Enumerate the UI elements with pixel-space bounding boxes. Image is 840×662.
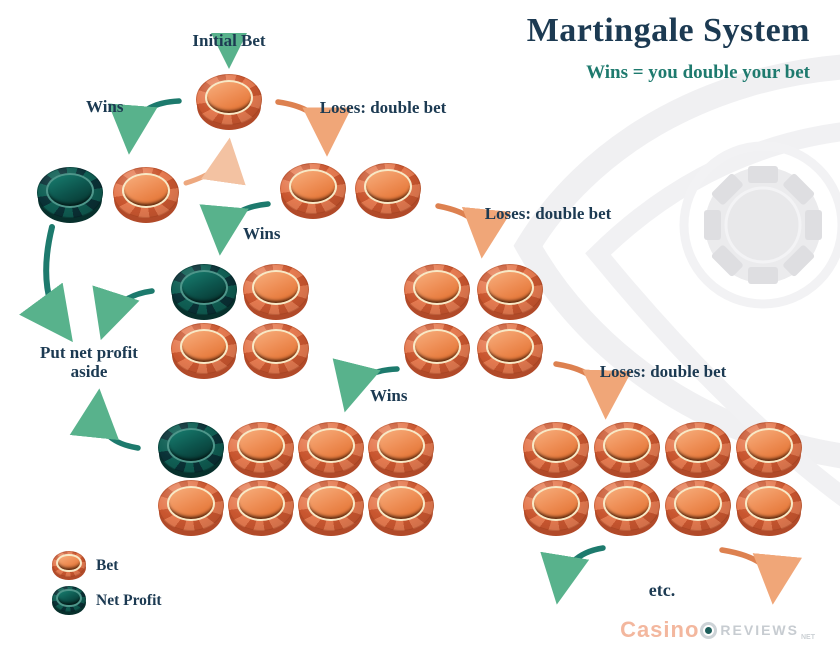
etc-label: etc.: [648, 580, 676, 600]
loses-label-3: Loses: double bet: [599, 362, 727, 381]
page-title: Martingale System: [526, 12, 810, 49]
loses-arrow-3: [553, 361, 632, 420]
bet-chip: [228, 480, 294, 536]
legend-net-profit-chip-icon: [52, 586, 86, 615]
logo-eye-icon: [700, 621, 718, 639]
logo-casino-text: Casino: [620, 617, 700, 642]
bet-chip: [665, 422, 731, 478]
casinoreviews-logo: Casino REVIEWS NET: [620, 617, 815, 643]
chip-row: [171, 264, 309, 320]
chip-row: [404, 323, 543, 379]
loses-label-1: Loses: double bet: [319, 98, 447, 117]
win-1-chip-group: [37, 167, 179, 223]
wins-arrow-3: [332, 358, 400, 413]
gray-chip-icon: [704, 166, 822, 284]
chip-row: [523, 422, 802, 478]
legend-bet-label: Bet: [96, 556, 119, 574]
chip-row: [37, 167, 179, 223]
initial-bet-chip-group: [196, 74, 262, 130]
chip-row: [158, 422, 434, 478]
bet-chip: [477, 323, 543, 379]
bet-chip: [243, 264, 309, 320]
eye-outline-curve: [513, 54, 840, 469]
bet-chip: [243, 323, 309, 379]
page-subtitle: Wins = you double your bet: [586, 62, 810, 83]
bet-chip: [736, 480, 802, 536]
put-net-profit-line1: Put net profit: [40, 343, 138, 362]
bet-chip: [594, 422, 660, 478]
net-profit-chip: [37, 167, 103, 223]
chip-row: [196, 74, 262, 130]
chip-row: [158, 480, 434, 536]
legend-bet-chip-icon: [52, 551, 86, 580]
bet-chip: [52, 551, 86, 580]
chip-row: [404, 264, 543, 320]
net-profit-chip: [171, 264, 237, 320]
bet-chip: [158, 480, 224, 536]
legend-net-profit-label: Net Profit: [96, 591, 162, 609]
bet-chip: [171, 323, 237, 379]
bet-chip: [196, 74, 262, 130]
wins-label-2: Wins: [243, 224, 281, 243]
put-net-profit-line2: aside: [70, 361, 108, 381]
bet-chip: [368, 422, 434, 478]
logo-eye-pupil: [705, 626, 713, 634]
win-return-arrow: [183, 137, 246, 186]
bet-chip: [665, 480, 731, 536]
bet-chip: [280, 163, 346, 219]
etc-wins-arrow: [540, 545, 606, 605]
loss-3-chip-group: [523, 422, 802, 536]
loss-1-chip-group: [280, 163, 421, 219]
logo-reviews-text: REVIEWS: [720, 622, 799, 638]
wins-label-3: Wins: [370, 386, 408, 405]
loss-2-chip-group: [404, 264, 543, 379]
put-net-profit-label: Put net profit aside: [29, 343, 149, 381]
chip-row: [280, 163, 421, 219]
bet-chip: [228, 422, 294, 478]
loses-label-2: Loses: double bet: [484, 204, 612, 223]
wins-arrow-1: [108, 98, 182, 155]
wins-label-1: Wins: [86, 97, 124, 116]
net-profit-arrow-3: [69, 388, 141, 451]
loses-arrow-1: [275, 99, 352, 157]
bet-chip: [113, 167, 179, 223]
logo-net-text: NET: [801, 634, 815, 641]
win-3-chip-group: [158, 422, 434, 536]
bet-chip: [594, 480, 660, 536]
chip-row: [171, 323, 309, 379]
wins-arrow-2: [199, 201, 271, 256]
initial-bet-label: Initial Bet: [192, 31, 266, 50]
net-profit-chip: [158, 422, 224, 478]
legend-item-bet: Bet: [52, 551, 162, 580]
gray-chip-halo: [679, 141, 840, 309]
loses-arrow-2: [435, 203, 512, 259]
bet-chip: [355, 163, 421, 219]
win-2-chip-group: [171, 264, 309, 379]
etc-loses-arrow: [719, 547, 802, 605]
net-profit-arrow-2: [92, 285, 155, 341]
bet-chip: [368, 480, 434, 536]
bet-chip: [477, 264, 543, 320]
chip-row: [523, 480, 802, 536]
bet-chip: [523, 422, 589, 478]
legend: Bet Net Profit: [52, 551, 162, 615]
bet-chip: [404, 264, 470, 320]
bet-chip: [736, 422, 802, 478]
net-profit-chip: [52, 586, 86, 615]
bet-chip: [523, 480, 589, 536]
net-profit-arrow-1: [19, 224, 73, 343]
bet-chip: [404, 323, 470, 379]
bet-chip: [298, 422, 364, 478]
bet-chip: [298, 480, 364, 536]
legend-item-net-profit: Net Profit: [52, 586, 162, 615]
